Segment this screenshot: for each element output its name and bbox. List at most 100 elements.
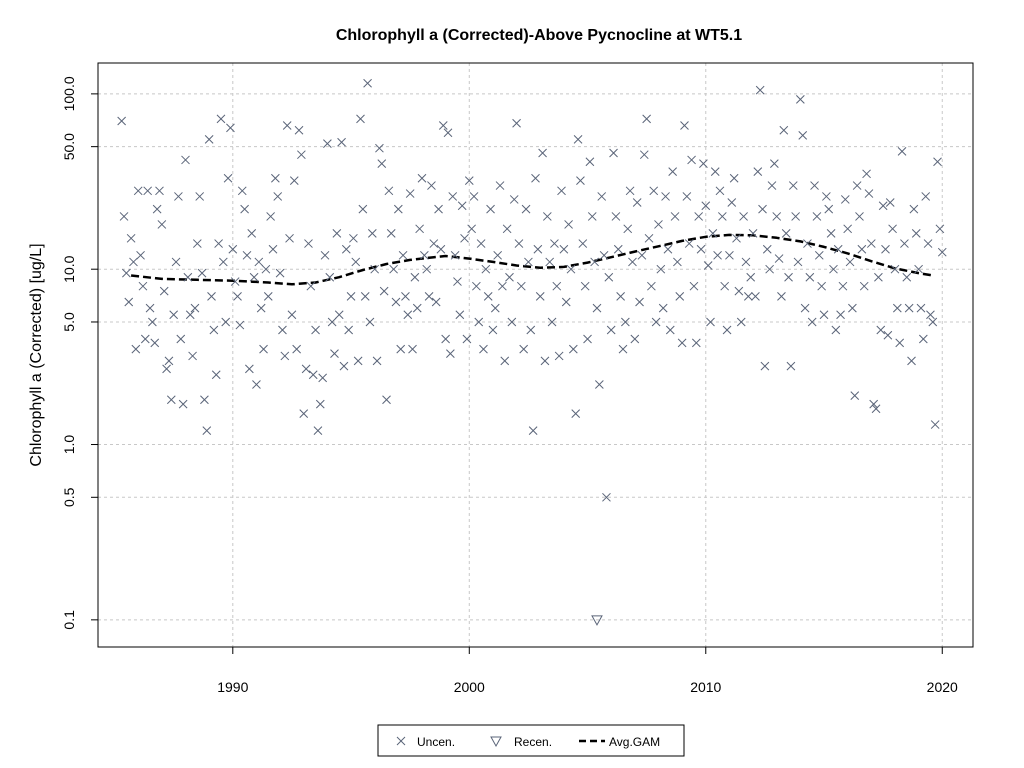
data-point-uncen — [178, 399, 188, 409]
data-point-uncen — [621, 317, 630, 327]
data-point-uncen — [547, 317, 557, 327]
legend-box — [377, 724, 685, 757]
data-point-uncen — [852, 181, 862, 190]
data-point-uncen — [769, 159, 779, 168]
data-point-uncen — [249, 272, 259, 282]
data-point-uncen — [285, 233, 294, 243]
data-point-uncen — [174, 192, 183, 201]
data-point-uncen — [126, 233, 136, 243]
data-point-uncen — [476, 239, 486, 248]
data-point-uncen — [181, 155, 190, 165]
data-point-uncen — [304, 239, 313, 248]
data-point-uncen — [538, 148, 547, 158]
data-point-uncen — [244, 364, 254, 374]
data-point-uncen — [136, 250, 145, 260]
data-point-uncen — [358, 204, 368, 214]
x-tick-label: 2020 — [927, 679, 958, 695]
data-point-uncen — [195, 192, 205, 201]
data-point-uncen — [937, 247, 947, 257]
data-point-uncen — [725, 250, 734, 260]
data-point-uncen — [552, 281, 562, 291]
y-axis-label: Chlorophyll a (Corrected) [ug/L] — [28, 243, 45, 466]
points-layer — [117, 78, 947, 626]
data-point-uncen — [233, 292, 242, 301]
data-point-uncen — [590, 257, 599, 267]
data-point-uncen — [564, 220, 573, 229]
grid — [98, 63, 973, 647]
data-point-uncen — [140, 334, 150, 344]
data-point-uncen — [883, 330, 893, 340]
data-point-uncen — [259, 344, 268, 354]
data-point-uncen — [183, 272, 193, 282]
y-tick-label: 100.0 — [61, 76, 77, 111]
data-point-uncen — [479, 344, 488, 354]
data-point-uncen — [315, 399, 325, 409]
data-point-uncen — [762, 244, 772, 254]
data-point-uncen — [857, 244, 867, 254]
data-point-uncen — [367, 229, 377, 238]
data-point-uncen — [822, 192, 831, 201]
data-point-uncen — [528, 426, 538, 435]
data-point-uncen — [649, 186, 659, 196]
data-point-uncen — [772, 212, 782, 221]
data-point-uncen — [490, 303, 500, 313]
data-point-uncen — [230, 277, 240, 286]
data-point-uncen — [928, 317, 938, 327]
data-point-uncen — [271, 173, 280, 183]
data-point-uncen — [885, 198, 895, 207]
data-point-uncen — [502, 224, 512, 234]
data-point-uncen — [576, 176, 585, 185]
data-point-uncen — [694, 212, 704, 221]
data-point-uncen — [926, 310, 935, 320]
data-point-uncen — [519, 344, 529, 354]
data-point-uncen — [644, 233, 654, 243]
data-point-uncen — [289, 176, 299, 185]
data-point-uncen — [509, 195, 519, 204]
gam-line-layer — [130, 233, 934, 286]
data-point-uncen — [824, 204, 834, 214]
data-point-uncen — [363, 78, 372, 88]
data-point-uncen — [122, 268, 131, 278]
data-point-uncen — [419, 250, 429, 260]
data-point-uncen — [923, 239, 933, 248]
data-point-uncen — [680, 121, 689, 130]
data-point-uncen — [268, 244, 278, 254]
data-point-uncen — [604, 272, 614, 282]
data-point-uncen — [583, 334, 592, 344]
data-point-uncen — [869, 399, 879, 409]
data-point-uncen — [152, 204, 162, 214]
data-point-uncen — [429, 239, 439, 248]
legend: Uncen. Recen. Avg.GAM — [377, 724, 685, 757]
data-point-uncen — [632, 198, 642, 207]
data-point-uncen — [434, 204, 443, 214]
data-point-uncen — [623, 224, 633, 234]
data-point-uncen — [209, 325, 219, 335]
data-point-uncen — [665, 325, 675, 335]
data-point-uncen — [218, 257, 228, 267]
data-point-uncen — [280, 351, 290, 361]
data-point-uncen — [405, 189, 415, 198]
data-point-uncen — [197, 268, 207, 278]
data-point-uncen — [330, 349, 339, 358]
data-point-uncen — [455, 310, 465, 320]
data-point-uncen — [424, 292, 434, 301]
data-point-uncen — [200, 395, 209, 405]
data-point-uncen — [755, 85, 765, 95]
legend-marker-uncen — [396, 736, 406, 746]
x-tick-label: 1990 — [217, 679, 248, 695]
data-point-uncen — [353, 356, 363, 366]
data-point-uncen — [396, 344, 406, 354]
data-point-uncen — [349, 233, 358, 243]
data-point-uncen — [235, 320, 245, 330]
data-point-uncen — [143, 186, 153, 196]
data-point-uncen — [684, 239, 694, 248]
data-point-uncen — [691, 338, 701, 348]
data-point-uncen — [526, 325, 536, 335]
data-point-uncen — [431, 297, 441, 307]
data-point-uncen — [320, 250, 330, 260]
data-point-uncen — [791, 212, 800, 221]
data-point-uncen — [746, 272, 756, 282]
data-point-uncen — [148, 317, 157, 327]
data-point-uncen — [876, 325, 886, 335]
